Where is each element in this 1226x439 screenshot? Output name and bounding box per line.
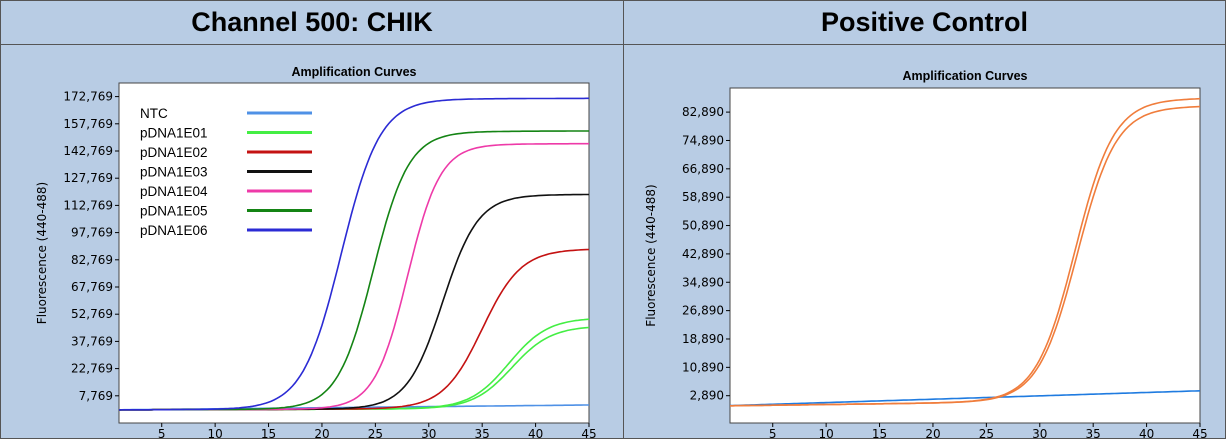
plot-area [729, 87, 1201, 424]
y-tick-label: 18,890 [682, 332, 724, 346]
y-tick-label: 66,890 [682, 162, 724, 176]
plot-area [118, 82, 590, 424]
y-tick-label: 34,890 [682, 275, 724, 289]
x-tick-label: 40 [528, 427, 543, 439]
series-line-8 [118, 97, 589, 411]
y-tick-label: 52,769 [71, 307, 113, 321]
x-tick-label: 15 [872, 427, 887, 439]
x-tick-label: 20 [925, 427, 940, 439]
panel-header: Channel 500: CHIK [0, 0, 624, 45]
y-tick-label: 127,769 [63, 171, 113, 185]
x-tick-label: 15 [261, 427, 276, 439]
y-tick-label: 42,890 [682, 247, 724, 261]
y-tick-label: 142,769 [63, 144, 113, 158]
y-tick-label: 37,769 [71, 334, 113, 348]
legend-label: pDNA1E04 [140, 184, 208, 199]
y-tick-label: 157,769 [63, 117, 113, 131]
y-tick-label: 82,890 [682, 105, 724, 119]
x-tick-label: 30 [1032, 427, 1047, 439]
y-tick-label: 7,769 [79, 389, 113, 403]
x-tick-label: 45 [581, 427, 596, 439]
x-tick-label: 20 [314, 427, 329, 439]
x-tick-label: 5 [769, 427, 777, 439]
x-tick-label: 30 [421, 427, 436, 439]
y-axis-label: Fluorescence (440-488) [35, 182, 49, 324]
y-tick-label: 22,769 [71, 362, 113, 376]
y-axis-label: Fluorescence (440-488) [644, 184, 658, 326]
y-tick-label: 74,890 [682, 133, 724, 147]
y-tick-label: 26,890 [682, 304, 724, 318]
x-tick-label: 45 [1192, 427, 1207, 439]
y-tick-label: 50,890 [682, 219, 724, 233]
chart-title: Amplification Curves [291, 65, 416, 79]
series-line-1 [729, 390, 1201, 407]
y-tick-label: 2,890 [690, 389, 724, 403]
chart-title: Amplification Curves [902, 69, 1027, 83]
x-tick-label: 35 [475, 427, 490, 439]
chart-channel-500: Amplification Curves 7,769 22,769 37,769 52,… [35, 65, 597, 439]
legend-label: NTC [140, 106, 168, 121]
x-tick-label: 10 [207, 427, 222, 439]
legend-label: pDNA1E01 [140, 126, 208, 141]
y-tick-label: 10,890 [682, 360, 724, 374]
series-group [729, 97, 1201, 407]
x-tick-label: 35 [1086, 427, 1101, 439]
chart-positive-control: Amplification Curves 2,890 10,890 18,890 26,… [644, 69, 1208, 439]
x-tick-label: 25 [979, 427, 994, 439]
legend-label: pDNA1E05 [140, 204, 208, 219]
x-tick-label: 40 [1139, 427, 1154, 439]
legend-label: pDNA1E06 [140, 223, 208, 238]
x-tick-label: 25 [368, 427, 383, 439]
legend-label: pDNA1E03 [140, 165, 208, 180]
panel-positive-control: Positive Control Amplification Curves 2,8… [623, 0, 1226, 439]
panel-channel-500: Channel 500: CHIK Amplification Curves 7,… [0, 0, 624, 439]
y-tick-label: 67,769 [71, 280, 113, 294]
x-tick-label: 10 [818, 427, 833, 439]
legend-label: pDNA1E02 [140, 145, 208, 160]
y-tick-label: 58,890 [682, 190, 724, 204]
y-tick-label: 172,769 [63, 90, 113, 104]
y-tick-label: 112,769 [63, 198, 113, 212]
series-line-3 [730, 105, 1201, 407]
y-tick-label: 97,769 [71, 226, 113, 240]
y-tick-label: 82,769 [71, 253, 113, 267]
series-group [118, 97, 590, 411]
x-tick-label: 5 [158, 427, 166, 439]
panel-header: Positive Control [623, 0, 1226, 45]
